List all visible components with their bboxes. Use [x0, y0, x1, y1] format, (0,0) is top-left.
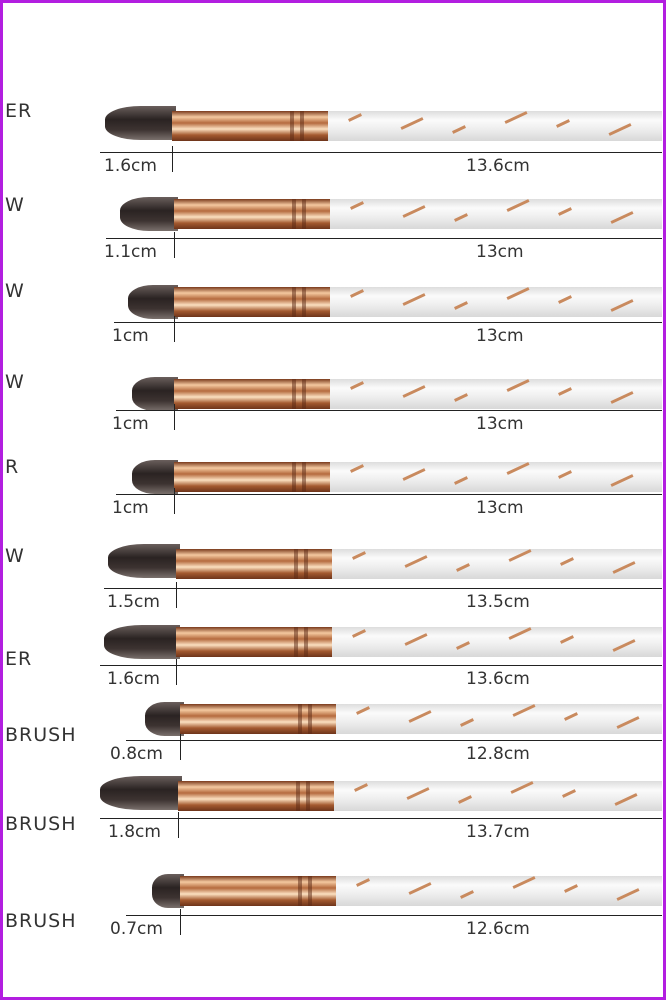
dimension-line	[114, 322, 662, 323]
brush-name: BRUSH	[5, 724, 77, 746]
ferrule	[174, 462, 330, 492]
brush-name: BRUSH	[5, 910, 77, 932]
ferrule	[180, 876, 336, 906]
ferrule	[176, 549, 332, 579]
marble-handle	[330, 462, 662, 492]
marble-handle	[330, 199, 662, 229]
tip-marker	[174, 488, 175, 514]
tip-length: 1.1cm	[104, 242, 157, 262]
bristles	[105, 106, 176, 140]
tip-marker	[178, 812, 179, 838]
dimension-line	[116, 494, 662, 495]
dimension-line	[100, 665, 662, 666]
handle-length: 12.8cm	[466, 744, 530, 764]
bristles	[145, 702, 184, 736]
brush-name: ER	[5, 648, 33, 670]
handle-length: 13cm	[476, 242, 524, 262]
handle-length: 13cm	[476, 414, 524, 434]
tip-length: 0.8cm	[110, 744, 163, 764]
bristles	[108, 544, 180, 578]
ferrule	[174, 199, 330, 229]
tip-length: 1cm	[112, 414, 149, 434]
tip-length: 1cm	[112, 326, 149, 346]
tip-marker	[180, 734, 181, 760]
bristles	[120, 197, 178, 231]
handle-length: 13cm	[476, 326, 524, 346]
dimension-line	[104, 588, 662, 589]
bristles	[128, 285, 178, 319]
dimension-line	[100, 152, 662, 153]
tip-marker	[180, 909, 181, 935]
bristles	[104, 625, 180, 659]
brush-name: W	[5, 194, 25, 216]
brush-name: R	[5, 456, 20, 478]
tip-length: 1.6cm	[107, 669, 160, 689]
handle-length: 12.6cm	[466, 919, 530, 939]
handle-length: 13cm	[476, 498, 524, 518]
ferrule	[172, 111, 328, 141]
tip-marker	[172, 146, 173, 172]
handle-length: 13.5cm	[466, 592, 530, 612]
tip-length: 1.6cm	[104, 156, 157, 176]
ferrule	[174, 287, 330, 317]
tip-length: 1cm	[112, 498, 149, 518]
tip-marker	[174, 316, 175, 342]
brush-name: ER	[5, 100, 33, 122]
ferrule	[174, 379, 330, 409]
marble-handle	[332, 549, 662, 579]
dimension-line	[106, 238, 662, 239]
tip-marker	[176, 582, 177, 608]
bristles	[100, 776, 182, 810]
handle-length: 13.6cm	[466, 156, 530, 176]
dimension-line	[100, 818, 662, 819]
tip-length: 1.5cm	[107, 592, 160, 612]
handle-length: 13.6cm	[466, 669, 530, 689]
tip-marker	[176, 659, 177, 685]
dimension-line	[116, 410, 662, 411]
handle-length: 13.7cm	[466, 822, 530, 842]
tip-length: 1.8cm	[108, 822, 161, 842]
bristles	[152, 874, 184, 908]
tip-marker	[174, 232, 175, 258]
tip-length: 0.7cm	[110, 919, 163, 939]
ferrule	[180, 704, 336, 734]
marble-handle	[330, 379, 662, 409]
tip-marker	[174, 404, 175, 430]
marble-handle	[332, 627, 662, 657]
bristles	[132, 377, 178, 411]
marble-handle	[336, 876, 662, 906]
brush-name: BRUSH	[5, 813, 77, 835]
marble-handle	[330, 287, 662, 317]
ferrule	[176, 627, 332, 657]
bristles	[132, 460, 178, 494]
marble-handle	[334, 781, 662, 811]
dimension-line	[126, 915, 662, 916]
dimension-line	[126, 740, 662, 741]
brush-name: W	[5, 371, 25, 393]
brush-name: W	[5, 545, 25, 567]
ferrule	[178, 781, 334, 811]
marble-handle	[336, 704, 662, 734]
brush-name: W	[5, 280, 25, 302]
marble-handle	[328, 111, 662, 141]
